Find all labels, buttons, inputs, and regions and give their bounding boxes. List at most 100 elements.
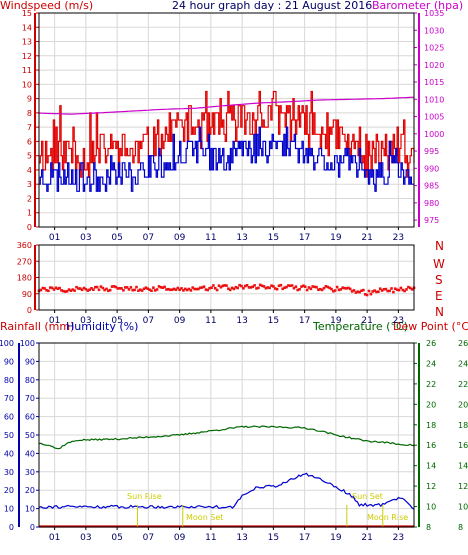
direction-point	[99, 285, 103, 288]
direction-point	[103, 288, 106, 292]
direction-point	[47, 289, 50, 293]
direction-point	[330, 287, 333, 291]
direction-point	[45, 288, 48, 292]
compass-label-n-bottom: N	[435, 305, 444, 319]
wind-xtick-label-03: 03	[80, 233, 91, 243]
baro-ytick-label-985: 985	[424, 182, 439, 191]
direction-ytick-label-0: 0	[27, 306, 32, 315]
wind-ytick-label-2: 2	[27, 194, 32, 203]
direction-point	[131, 288, 134, 292]
dew-point-axis-title: Dew Point (°C)	[393, 320, 468, 333]
direction-point	[300, 285, 303, 288]
direction-point	[167, 287, 170, 291]
humidity-axis-title: Humidity (%)	[66, 320, 138, 333]
direction-point	[197, 287, 200, 291]
direction-point	[377, 290, 380, 293]
direction-point	[210, 286, 213, 289]
direction-point	[153, 289, 157, 292]
direction-point	[90, 287, 93, 290]
wind-ytick-label-15: 15	[22, 9, 32, 18]
direction-xtick-label-21: 21	[361, 316, 372, 326]
humidity-ytick-label-40: 40	[25, 449, 35, 458]
direction-point	[182, 289, 185, 292]
wind-xtick-label-09: 09	[174, 233, 186, 243]
direction-xtick-label-17: 17	[299, 316, 310, 326]
direction-point	[43, 287, 46, 290]
direction-xtick-label-01: 01	[49, 316, 60, 326]
dew-point-ytick-label-16: 16	[458, 441, 468, 450]
direction-point	[290, 284, 294, 287]
direction-point	[258, 283, 262, 287]
direction-point	[287, 284, 290, 287]
direction-point	[208, 286, 211, 290]
baro-ytick-label-1005: 1005	[424, 113, 444, 122]
direction-point	[367, 289, 371, 293]
baro-ytick-label-1000: 1000	[424, 130, 444, 139]
dew-point-ytick-label-26: 26	[458, 339, 468, 348]
direction-point	[108, 288, 112, 292]
temperature-axis-title: Temperature (°C)	[312, 320, 408, 333]
direction-point	[215, 288, 219, 292]
temperature-ytick-label-22: 22	[426, 380, 436, 389]
direction-point	[49, 286, 52, 289]
direction-point	[317, 288, 320, 291]
barometer-axis-title: Barometer (hpa)	[372, 0, 463, 12]
temperature-ytick-label-10: 10	[426, 503, 436, 512]
direction-point	[341, 286, 344, 289]
direction-point	[62, 289, 65, 293]
direction-point	[50, 286, 54, 290]
direction-point	[52, 288, 56, 291]
direction-point	[213, 287, 217, 290]
direction-point	[97, 288, 101, 292]
direction-point	[395, 288, 399, 292]
direction-ytick-label-180: 180	[17, 274, 32, 283]
direction-point	[380, 289, 384, 292]
rain-ytick-label-40: 40	[4, 449, 14, 458]
direction-ytick-label-360: 360	[17, 241, 32, 250]
direction-point	[382, 288, 386, 291]
humidity-xtick-label-05: 05	[111, 533, 122, 543]
direction-point	[110, 285, 114, 288]
direction-point	[202, 285, 206, 288]
direction-point	[165, 288, 168, 291]
humidity-frame	[38, 342, 415, 528]
windspeed-axis-title: Windspeed (m/s)	[0, 0, 93, 12]
direction-point	[174, 288, 178, 291]
direction-xtick-label-15: 15	[268, 316, 279, 326]
direction-point	[292, 286, 296, 290]
humidity-ytick-label-90: 90	[25, 357, 35, 366]
direction-point	[150, 289, 153, 292]
compass-label-e: E	[435, 289, 443, 303]
direction-point	[307, 286, 311, 289]
wind-ytick-label-14: 14	[22, 23, 32, 32]
dew-point-ytick-label-20: 20	[458, 400, 468, 409]
direction-point	[324, 285, 328, 288]
direction-point	[270, 284, 273, 287]
direction-point	[363, 293, 367, 296]
direction-point	[337, 288, 341, 292]
compass-label-n-top: N	[435, 239, 444, 253]
direction-point	[386, 289, 389, 293]
direction-point	[84, 287, 88, 291]
direction-xtick-label-23: 23	[393, 316, 404, 326]
direction-point	[41, 286, 45, 290]
direction-point	[80, 288, 84, 292]
direction-point	[120, 287, 123, 290]
direction-point	[303, 285, 307, 288]
direction-point	[343, 286, 346, 290]
direction-point	[281, 287, 284, 291]
wind-ytick-label-4: 4	[27, 166, 32, 175]
moon-set-label: Moon Set	[186, 513, 223, 522]
direction-point	[328, 286, 331, 290]
direction-point	[155, 288, 159, 291]
direction-point	[168, 288, 172, 292]
direction-point	[298, 288, 301, 291]
direction-point	[125, 286, 129, 289]
direction-point	[223, 284, 226, 287]
rain-ytick-label-20: 20	[4, 486, 14, 495]
dew-point-ytick-label-14: 14	[458, 462, 468, 471]
direction-point	[305, 288, 309, 292]
humidity-ytick-label-70: 70	[25, 394, 35, 403]
direction-point	[266, 286, 269, 289]
